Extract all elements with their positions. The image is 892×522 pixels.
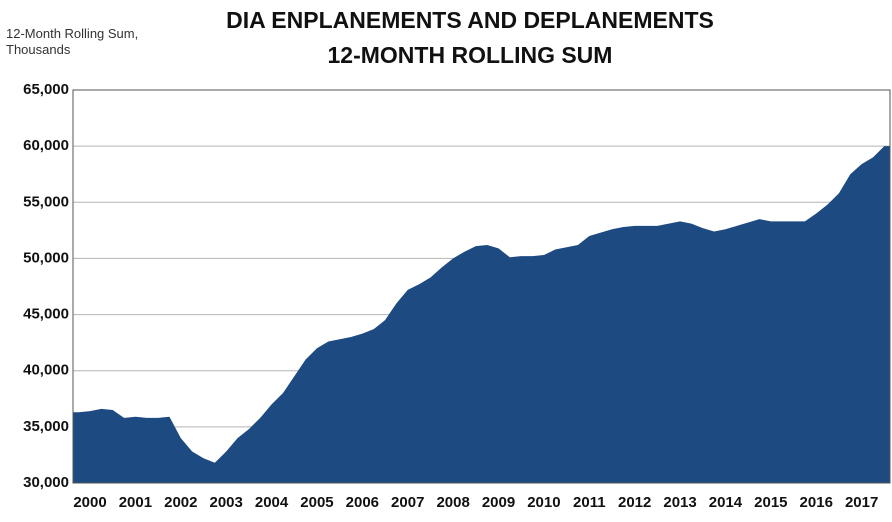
y-tick-label: 45,000 (23, 306, 69, 323)
x-tick-label: 2005 (300, 494, 333, 511)
y-tick-label: 50,000 (23, 249, 69, 266)
x-tick-label: 2000 (73, 494, 106, 511)
x-tick-label: 2002 (164, 494, 197, 511)
x-tick-label: 2009 (482, 494, 515, 511)
x-tick-label: 2006 (346, 494, 379, 511)
x-tick-label: 2008 (436, 494, 469, 511)
area (73, 146, 890, 483)
x-tick-label: 2003 (210, 494, 243, 511)
y-tick-label: 30,000 (23, 474, 69, 491)
x-tick-label: 2007 (391, 494, 424, 511)
x-tick-label: 2010 (527, 494, 560, 511)
x-tick-label: 2012 (618, 494, 651, 511)
x-tick-label: 2017 (845, 494, 878, 511)
y-tick-label: 40,000 (23, 362, 69, 379)
y-tick-label: 35,000 (23, 418, 69, 435)
x-tick-label: 2001 (119, 494, 152, 511)
x-tick-label: 2004 (255, 494, 289, 511)
plot-border (72, 89, 891, 484)
x-tick-label: 2015 (754, 494, 787, 511)
x-tick-label: 2014 (709, 494, 743, 511)
y-tick-label: 55,000 (23, 193, 69, 210)
chart-subtitle: 12-MONTH ROLLING SUM (328, 42, 613, 68)
x-tick-label: 2011 (573, 494, 606, 511)
x-tick-label: 2016 (800, 494, 833, 511)
chart-title: DIA ENPLANEMENTS AND DEPLANEMENTS (226, 7, 714, 33)
y-tick-label: 65,000 (23, 81, 69, 98)
y-axis-label: 12-Month Rolling Sum, Thousands (6, 26, 139, 57)
x-tick-label: 2013 (663, 494, 696, 511)
y-tick-label: 60,000 (23, 137, 69, 154)
